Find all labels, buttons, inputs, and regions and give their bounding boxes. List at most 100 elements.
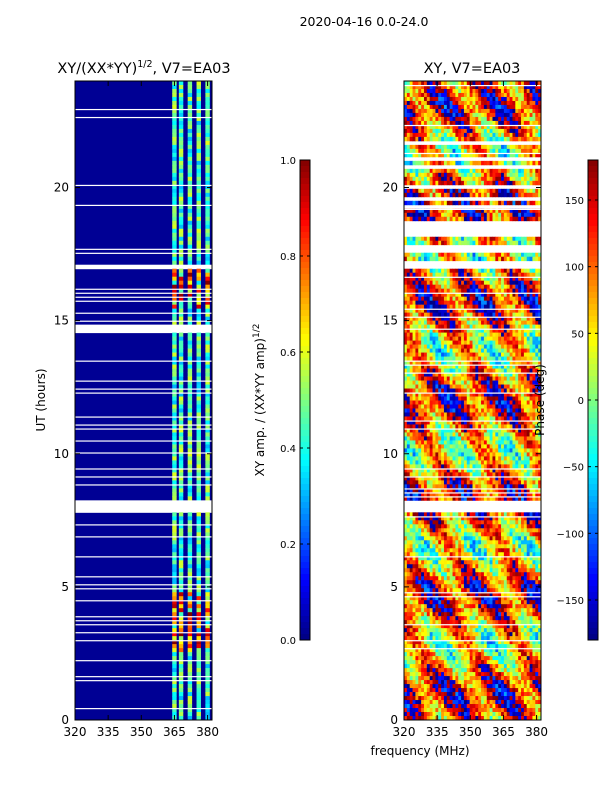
phase-cell	[486, 440, 491, 445]
phase-cell	[446, 404, 451, 409]
amp-cell	[187, 380, 193, 386]
phase-cell	[489, 280, 493, 286]
amp-cell	[178, 596, 184, 601]
phase-cell	[466, 468, 471, 473]
phase-cell	[512, 436, 516, 441]
phase-cell	[501, 212, 505, 218]
phase-cell	[535, 324, 539, 330]
phase-cell	[432, 192, 436, 198]
phase-cell	[506, 372, 511, 377]
phase-cell	[535, 104, 539, 110]
phase-cell	[501, 376, 505, 381]
phase-cell	[489, 312, 493, 318]
phase-cell	[535, 340, 539, 345]
phase-cell	[415, 456, 419, 461]
phase-cell	[521, 324, 525, 330]
phase-cell	[458, 256, 462, 262]
amp-cell	[196, 416, 201, 421]
phase-cell	[446, 240, 451, 246]
amp-cell	[172, 96, 177, 102]
phase-cell	[455, 100, 459, 106]
phase-cell	[406, 276, 411, 282]
phase-cell	[452, 124, 456, 130]
phase-cell	[526, 108, 530, 114]
phase-cell	[503, 144, 508, 150]
amp-cell	[172, 652, 177, 657]
phase-cell	[429, 168, 433, 174]
phase-cell	[429, 136, 433, 142]
phase-cell	[495, 132, 499, 138]
phase-cell	[478, 332, 482, 337]
amp-cell	[172, 364, 177, 370]
phase-cell	[481, 432, 485, 437]
phase-cell	[486, 152, 491, 158]
phase-cell	[421, 312, 425, 318]
phase-cell	[435, 272, 439, 278]
phase-cell	[412, 316, 416, 322]
phase-cell	[463, 272, 468, 278]
phase-cell	[529, 344, 533, 349]
phase-cell	[418, 316, 422, 322]
phase-cell	[449, 144, 453, 150]
phase-cell	[432, 396, 436, 401]
phase-cell	[509, 148, 513, 154]
amp-cell	[172, 100, 177, 106]
phase-cell	[495, 288, 499, 294]
phase-cell	[458, 148, 462, 154]
phase-cell	[486, 432, 491, 437]
phase-cell	[538, 276, 542, 282]
phase-cell	[475, 344, 479, 349]
phase-cell	[483, 120, 488, 126]
amp-cell	[205, 396, 210, 401]
phase-cell	[423, 304, 428, 310]
phase-cell	[418, 124, 422, 130]
amp-colorbar-tick-label: 0.2	[280, 540, 296, 551]
phase-cell	[463, 396, 468, 401]
phase-cell	[469, 360, 473, 365]
amp-cell	[187, 528, 193, 533]
phase-cell	[446, 408, 451, 413]
amp-colorbar-band	[300, 466, 310, 473]
phase-cell	[418, 236, 422, 242]
amp-cell	[196, 456, 201, 461]
phase-cell	[452, 392, 456, 397]
phase-cell	[535, 236, 539, 242]
phase-cell	[463, 112, 468, 118]
phase-cell	[421, 384, 425, 389]
phase-cell	[481, 344, 485, 349]
amp-flag-line	[75, 620, 212, 622]
phase-cell	[461, 348, 465, 353]
phase-cell	[463, 216, 468, 222]
phase-cell	[526, 308, 530, 314]
phase-cell	[412, 388, 416, 393]
phase-cell	[506, 436, 511, 441]
phase-cell	[441, 404, 445, 409]
phase-cell	[452, 81, 456, 86]
amp-cell	[178, 496, 184, 501]
phase-cell	[463, 288, 468, 294]
phase-cell	[475, 468, 479, 473]
phase-cell	[532, 108, 536, 114]
amp-colorbar-band	[300, 172, 310, 179]
phase-cell	[475, 336, 479, 341]
phase-cell	[489, 272, 493, 278]
phase-cell	[506, 308, 511, 314]
phase-cell	[458, 308, 462, 314]
amp-cell	[196, 488, 201, 493]
phase-cell	[498, 268, 502, 274]
phase-cell	[521, 236, 525, 242]
phase-cell	[469, 396, 473, 401]
phase-cell	[455, 324, 459, 330]
amp-cell	[196, 432, 201, 437]
phase-cell	[432, 81, 436, 86]
amp-gap-row	[75, 328, 212, 334]
amp-cell	[196, 688, 201, 693]
phase-cell	[503, 180, 508, 186]
phase-cell	[432, 128, 436, 134]
phase-cell	[409, 216, 413, 222]
phase-cell	[452, 340, 456, 345]
phase-cell	[486, 240, 491, 246]
phase-cell	[532, 280, 536, 286]
phase-cell	[463, 428, 468, 433]
phase-cell	[478, 148, 482, 154]
